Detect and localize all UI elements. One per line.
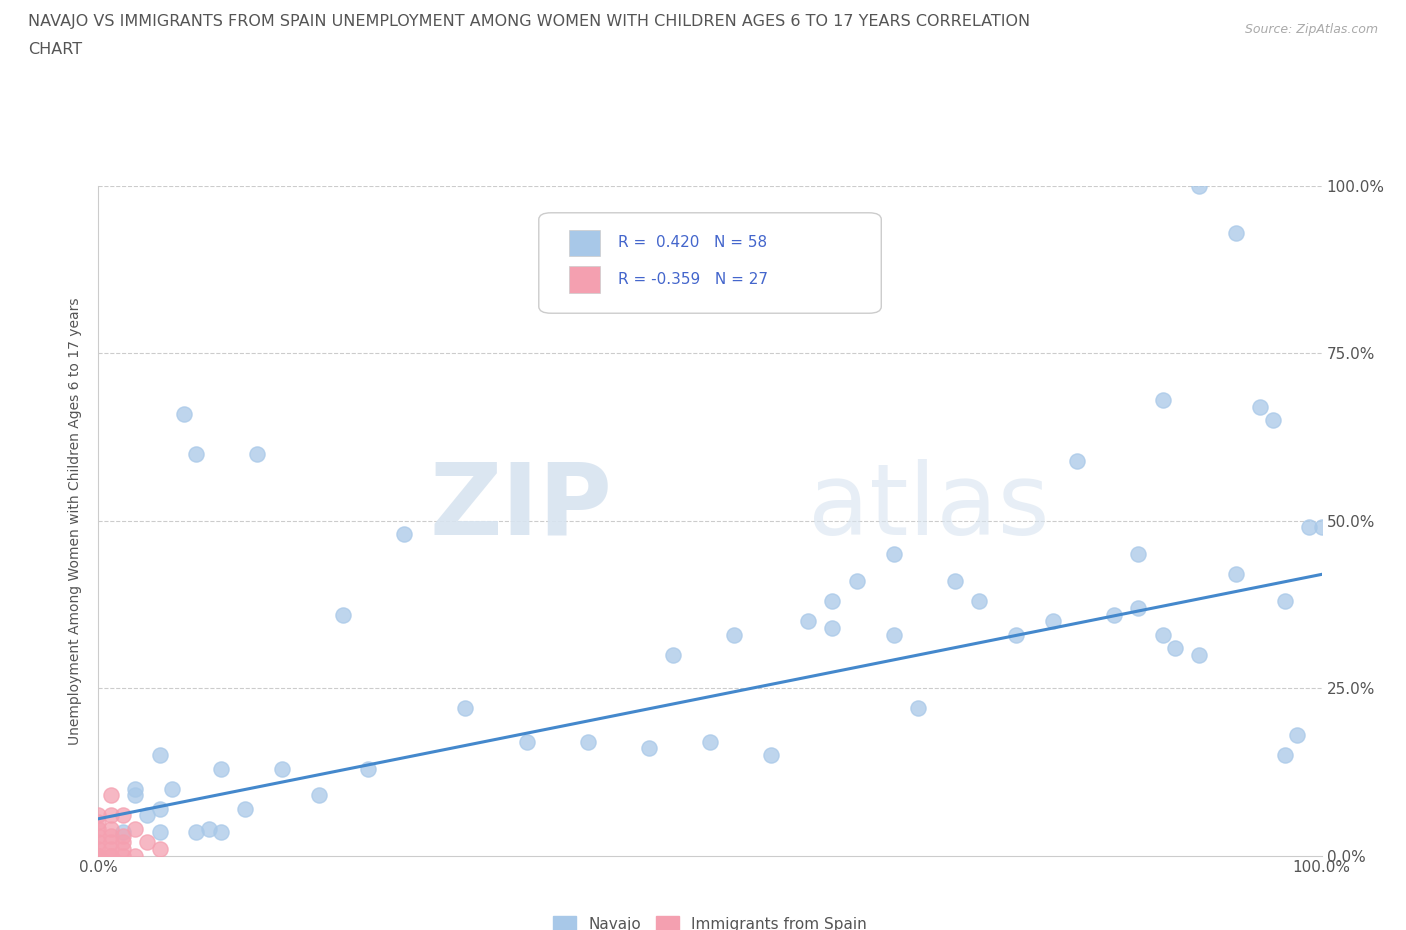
Point — [1298, 520, 1320, 535]
Point — [515, 735, 537, 750]
Point — [1188, 179, 1211, 193]
Point — [1164, 641, 1187, 656]
Point — [124, 788, 146, 803]
Point — [1274, 748, 1296, 763]
Point — [186, 446, 208, 461]
Point — [124, 781, 146, 796]
Point — [111, 835, 134, 850]
Point — [1188, 647, 1211, 662]
Point — [197, 821, 219, 836]
Point — [111, 848, 134, 863]
Point — [100, 788, 122, 803]
Point — [392, 526, 416, 541]
Point — [87, 842, 110, 857]
Text: ZIP: ZIP — [429, 458, 612, 556]
Point — [576, 735, 599, 750]
Point — [100, 842, 122, 857]
Point — [111, 828, 134, 843]
Text: CHART: CHART — [28, 42, 82, 57]
Point — [100, 828, 122, 843]
Point — [100, 835, 122, 850]
Point — [173, 406, 195, 421]
Point — [87, 828, 110, 843]
FancyBboxPatch shape — [569, 266, 600, 293]
Point — [1066, 453, 1088, 468]
Point — [87, 848, 110, 863]
Point — [638, 741, 661, 756]
Point — [662, 647, 685, 662]
Point — [270, 761, 294, 776]
Point — [209, 761, 232, 776]
Point — [100, 821, 122, 836]
Point — [87, 848, 110, 863]
Point — [699, 735, 721, 750]
Point — [149, 825, 172, 840]
Point — [1152, 392, 1174, 407]
Point — [883, 547, 905, 562]
Point — [136, 835, 159, 850]
Legend: Navajo, Immigrants from Spain: Navajo, Immigrants from Spain — [547, 910, 873, 930]
Point — [723, 627, 745, 642]
Point — [761, 748, 783, 763]
Point — [100, 848, 122, 863]
Point — [1042, 614, 1064, 629]
Text: Source: ZipAtlas.com: Source: ZipAtlas.com — [1244, 23, 1378, 36]
Point — [967, 593, 990, 608]
Point — [1004, 627, 1026, 642]
Point — [111, 842, 134, 857]
Point — [111, 825, 134, 840]
Point — [1128, 547, 1150, 562]
Point — [87, 808, 110, 823]
Point — [124, 821, 146, 836]
Point — [1286, 727, 1309, 742]
Point — [186, 825, 208, 840]
Point — [1310, 520, 1333, 535]
Point — [149, 802, 172, 817]
Point — [907, 701, 929, 716]
Point — [1274, 593, 1296, 608]
Point — [233, 802, 256, 817]
Point — [1261, 413, 1284, 428]
Text: R = -0.359   N = 27: R = -0.359 N = 27 — [619, 272, 768, 287]
Point — [149, 748, 172, 763]
Point — [100, 848, 122, 863]
Point — [87, 848, 110, 863]
Point — [821, 593, 844, 608]
Point — [246, 446, 269, 461]
Text: R =  0.420   N = 58: R = 0.420 N = 58 — [619, 235, 768, 250]
FancyBboxPatch shape — [538, 213, 882, 313]
Point — [160, 781, 183, 796]
Point — [1225, 567, 1247, 582]
Point — [136, 808, 159, 823]
Point — [87, 821, 110, 836]
Point — [209, 825, 232, 840]
Point — [1152, 627, 1174, 642]
Point — [308, 788, 330, 803]
Point — [1225, 225, 1247, 240]
Point — [87, 848, 110, 863]
Point — [1102, 607, 1125, 622]
FancyBboxPatch shape — [569, 230, 600, 257]
Point — [87, 835, 110, 850]
Point — [797, 614, 820, 629]
Y-axis label: Unemployment Among Women with Children Ages 6 to 17 years: Unemployment Among Women with Children A… — [69, 297, 83, 745]
Text: NAVAJO VS IMMIGRANTS FROM SPAIN UNEMPLOYMENT AMONG WOMEN WITH CHILDREN AGES 6 TO: NAVAJO VS IMMIGRANTS FROM SPAIN UNEMPLOY… — [28, 14, 1031, 29]
Point — [124, 848, 146, 863]
Point — [356, 761, 378, 776]
Point — [821, 620, 844, 635]
Point — [1249, 400, 1271, 415]
Point — [845, 574, 868, 589]
Point — [100, 808, 122, 823]
Point — [111, 808, 134, 823]
Point — [943, 574, 966, 589]
Text: atlas: atlas — [808, 458, 1049, 556]
Point — [883, 627, 905, 642]
Point — [454, 701, 477, 716]
Point — [87, 815, 110, 830]
Point — [149, 842, 172, 857]
Point — [1128, 601, 1150, 616]
Point — [332, 607, 354, 622]
